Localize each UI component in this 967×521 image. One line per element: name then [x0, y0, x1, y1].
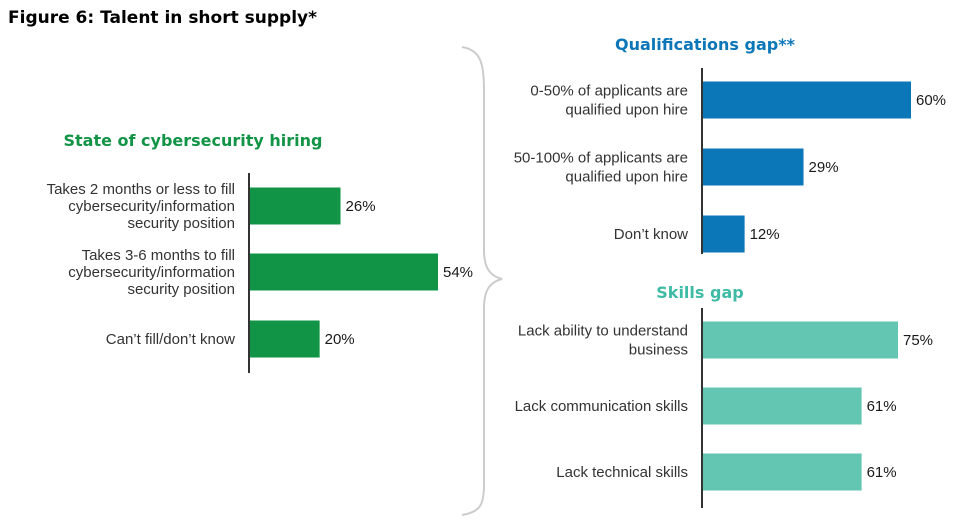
- data-label-2-3: 12%: [750, 226, 780, 243]
- category-label-1-3-1: Can’t fill/don’t know: [106, 331, 235, 348]
- bar-2-3: [703, 215, 745, 253]
- bar-1-1: [250, 187, 341, 225]
- category-label-3-3-1: Lack technical skills: [556, 464, 688, 481]
- chart-title-3: Skills gap: [656, 283, 743, 302]
- category-label-1-1-3: security position: [127, 215, 235, 232]
- data-label-3-1: 75%: [903, 332, 933, 349]
- category-label-1-1-2: cybersecurity/information: [68, 198, 235, 215]
- chart-title-1: State of cybersecurity hiring: [63, 131, 322, 150]
- group-bracket: [461, 46, 503, 516]
- category-label-3-1-2: business: [629, 342, 688, 359]
- category-label-3-2-1: Lack communication skills: [515, 398, 688, 415]
- category-label-3-1-1: Lack ability to understand: [518, 323, 688, 340]
- data-label-2-2: 29%: [809, 159, 839, 176]
- category-label-1-2-1: Takes 3-6 months to fill: [82, 247, 235, 264]
- chart-title-2: Qualifications gap**: [615, 35, 796, 54]
- data-label-1-1: 26%: [346, 198, 376, 215]
- category-label-1-1-1: Takes 2 months or less to fill: [47, 181, 235, 198]
- category-label-2-2-2: qualified upon hire: [565, 169, 688, 186]
- bar-3-1: [703, 321, 898, 359]
- data-label-2-1: 60%: [916, 92, 946, 109]
- data-label-3-2: 61%: [867, 398, 897, 415]
- category-label-2-3-1: Don’t know: [614, 226, 688, 243]
- data-label-1-2: 54%: [443, 264, 473, 281]
- bar-2-1: [703, 81, 911, 119]
- category-label-1-2-2: cybersecurity/information: [68, 264, 235, 281]
- data-label-1-3: 20%: [325, 331, 355, 348]
- bar-1-2: [250, 253, 438, 291]
- bar-2-2: [703, 148, 804, 186]
- bar-3-2: [703, 387, 862, 425]
- category-label-2-1-2: qualified upon hire: [565, 102, 688, 119]
- category-label-1-2-3: security position: [127, 281, 235, 298]
- figure-title: Figure 6: Talent in short supply*: [8, 8, 318, 28]
- category-label-2-2-1: 50-100% of applicants are: [514, 150, 688, 167]
- bar-1-3: [250, 320, 320, 358]
- data-label-3-3: 61%: [867, 464, 897, 481]
- bar-3-3: [703, 453, 862, 491]
- category-label-2-1-1: 0-50% of applicants are: [530, 83, 688, 100]
